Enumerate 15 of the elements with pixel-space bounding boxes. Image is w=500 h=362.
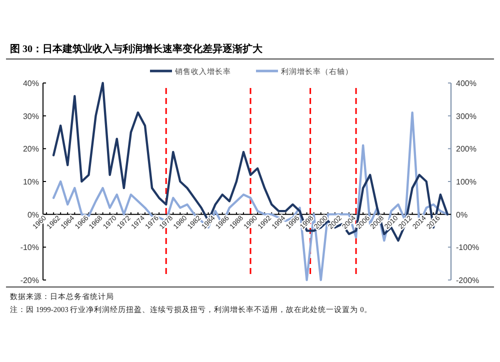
y-tick-label: 30% — [22, 112, 39, 121]
y2-tick-label: 200% — [456, 144, 476, 154]
y-tick-label: -10% — [20, 243, 39, 252]
chart-title: 图 30：日本建筑业收入与利润增长速率变化差异逐渐扩大 — [10, 43, 264, 55]
y2-tick-label: 400% — [456, 79, 476, 88]
y2-tick-label: 0% — [456, 210, 468, 220]
y2-tick-label: -100% — [456, 243, 480, 252]
y-tick-label: 0% — [27, 210, 39, 220]
y2-tick-label: 100% — [456, 178, 476, 186]
y2-tick-label: 300% — [456, 112, 476, 121]
y-tick-label: 10% — [22, 178, 39, 186]
y2-tick-label: -200% — [456, 276, 480, 285]
y-tick-label: -20% — [20, 276, 39, 285]
y-tick-label: 20% — [22, 144, 39, 154]
y-tick-label: 40% — [22, 79, 39, 88]
